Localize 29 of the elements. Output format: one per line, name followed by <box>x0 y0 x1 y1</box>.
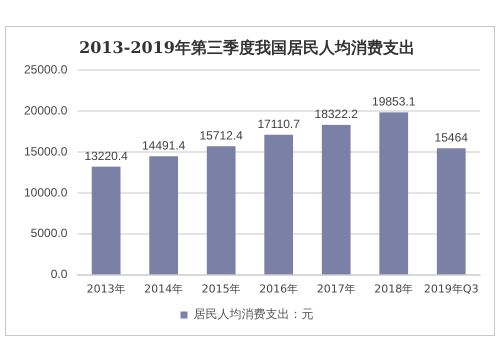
y-tick-label: 25000.0 <box>24 62 68 77</box>
x-tick-label: 2016年 <box>259 282 298 296</box>
x-tick-label: 2019年Q3 <box>424 282 479 296</box>
y-tick-label: 20000.0 <box>24 103 68 118</box>
y-tick-label: 0.0 <box>50 267 68 282</box>
bar <box>92 166 121 274</box>
data-label: 15464 <box>434 130 468 145</box>
x-tick-label: 2013年 <box>86 282 126 296</box>
y-tick-label: 5000.0 <box>30 226 68 240</box>
bar <box>379 112 408 274</box>
bar <box>436 148 466 274</box>
legend-label: 居民人均消费支出：元 <box>194 307 314 322</box>
x-tick-label: 2015年 <box>202 282 241 296</box>
bar <box>322 124 351 274</box>
bar <box>264 134 294 274</box>
data-label: 15712.4 <box>199 128 244 143</box>
data-label: 18322.2 <box>314 107 358 122</box>
bar <box>149 156 178 274</box>
data-label: 14491.4 <box>142 138 186 153</box>
x-tick-label: 2017年 <box>316 282 356 296</box>
y-tick-label: 10000.0 <box>24 185 68 200</box>
y-tick-label: 15000.0 <box>24 144 68 158</box>
x-tick-label: 2018年 <box>374 282 414 296</box>
x-tick-label: 2014年 <box>144 282 184 296</box>
bar <box>206 146 236 274</box>
chart-title: 2013-2019年第三季度我国居民人均消费支出 <box>79 38 415 57</box>
data-label: 17110.7 <box>257 117 300 132</box>
data-label: 13220.4 <box>84 148 128 163</box>
data-label: 19853.1 <box>372 94 416 109</box>
